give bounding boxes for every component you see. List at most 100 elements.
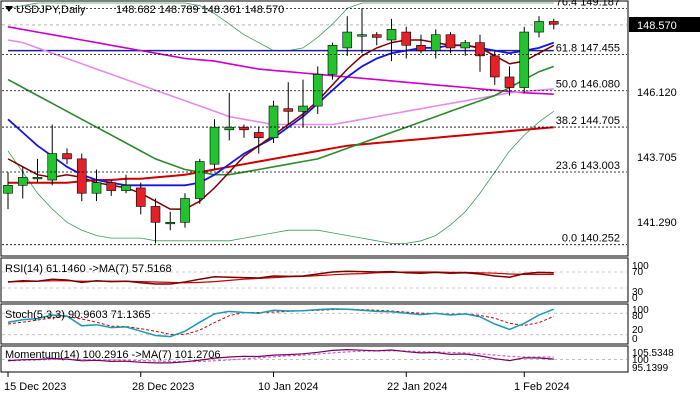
rsi-level: 30 — [632, 287, 644, 298]
candle — [224, 92, 235, 141]
stoch-level: 20 — [632, 325, 644, 336]
price-axis-label: 146.120 — [637, 87, 677, 99]
candle-body — [224, 126, 235, 131]
momentum-plot — [2, 348, 627, 364]
candle-body — [371, 34, 382, 38]
stoch-level: 80 — [632, 311, 644, 322]
time-axis-label: 10 Jan 2024 — [258, 381, 319, 393]
candle — [194, 158, 205, 204]
candle-body — [268, 105, 279, 139]
candle — [342, 16, 353, 56]
candle — [32, 158, 43, 183]
candle — [17, 166, 28, 199]
candle-body — [209, 126, 220, 165]
candle-body — [430, 34, 441, 51]
candle-body — [386, 29, 397, 41]
candle — [135, 182, 146, 215]
chart-header: USDJPY,Daily 148.682 148.789 148.361 148… — [5, 4, 284, 16]
fib-levels: 76.4 149.187 61.8 147.455 50.0 146.080 38.2… — [2, 0, 627, 246]
ma-blue-line — [7, 41, 555, 187]
stoch-plot — [2, 308, 627, 338]
candle — [357, 8, 367, 54]
candle-body — [135, 187, 146, 207]
candle — [91, 169, 102, 202]
candle-body — [62, 153, 72, 160]
ma-slow-line — [8, 126, 554, 184]
time-axis-label: 28 Dec 2023 — [132, 381, 194, 393]
time-axis-label: 15 Dec 2023 — [4, 381, 66, 393]
ma-pink-line — [7, 39, 554, 126]
candle-body — [150, 206, 161, 223]
candle-body — [357, 34, 367, 37]
candle-body — [342, 31, 353, 49]
candle-body — [401, 31, 412, 46]
fib-label: 23.6 143.003 — [556, 160, 620, 172]
candle-body — [283, 108, 294, 112]
candle-body — [76, 158, 87, 194]
stoch-level: 0 — [632, 334, 638, 345]
candle-body — [106, 182, 117, 191]
candle-body — [312, 74, 323, 107]
momentum-label: Momentum(14) 100.2916 ->MA(7) 101.2706 — [5, 349, 221, 361]
candle — [76, 153, 87, 202]
symbol-label: USDJPY,Daily — [16, 4, 86, 16]
candle-body — [253, 132, 264, 139]
momentum-level: 100 — [632, 355, 649, 366]
candle-body — [3, 185, 13, 194]
candle-body — [239, 126, 249, 131]
candle — [504, 66, 515, 96]
fib-label: 0.0 140.252 — [562, 233, 620, 245]
candle — [489, 50, 500, 85]
stoch-k-line — [7, 308, 555, 338]
rsi-pane-frame — [0, 257, 629, 303]
candle — [460, 39, 471, 56]
rsi-level: 100 — [632, 261, 649, 272]
candle — [548, 18, 559, 30]
main-plot — [2, 2, 627, 244]
candle — [3, 172, 13, 210]
stoch-label: Stoch(5,3,3) 90.9603 71.1365 — [5, 309, 151, 321]
candle — [106, 180, 117, 196]
triangle-down-icon — [5, 6, 13, 12]
candle-body — [548, 21, 559, 25]
candle — [165, 211, 176, 231]
fib-label: 50.0 146.080 — [556, 79, 620, 91]
candle-body — [460, 42, 471, 49]
candle-body — [47, 153, 58, 181]
price-axis-label: 143.705 — [637, 152, 677, 164]
fib-label: 76.4 149.187 — [556, 0, 620, 9]
candle-body — [91, 182, 102, 194]
candle-body — [298, 105, 308, 112]
stoch-level: 100 — [632, 305, 649, 316]
candle — [312, 66, 323, 114]
current-price-tag — [629, 17, 700, 32]
candle — [268, 100, 279, 144]
rsi-level: 70 — [632, 267, 644, 278]
candle — [47, 124, 58, 186]
candle — [430, 29, 441, 59]
price-axis: 148.570 146.120 143.705 141.290 — [629, 17, 700, 229]
candle — [416, 34, 426, 54]
candle — [327, 42, 338, 80]
candle-body — [17, 177, 28, 186]
rsi-label: RSI(14) 61.1460 ->MA(7) 57.5168 — [5, 263, 172, 275]
candle-body — [416, 44, 426, 51]
momentum-level: 95.1399 — [632, 363, 669, 374]
momentum-level: 105.5348 — [632, 348, 674, 359]
candle-body — [534, 21, 544, 33]
candle — [371, 32, 382, 46]
ma-magenta-line — [7, 26, 554, 95]
candle-body — [489, 55, 500, 78]
main-pane-frame — [0, 0, 629, 257]
candle — [121, 174, 131, 194]
momentum-pane-frame — [0, 345, 629, 373]
candle — [180, 193, 190, 228]
fib-label: 61.8 147.455 — [556, 42, 620, 54]
candle — [445, 32, 456, 54]
band-lower-line — [7, 110, 555, 244]
candle — [401, 26, 412, 59]
candle-body — [475, 42, 485, 57]
candle-body — [445, 34, 456, 49]
ohlc-values: 148.682 148.789 148.361 148.570 — [116, 4, 284, 16]
